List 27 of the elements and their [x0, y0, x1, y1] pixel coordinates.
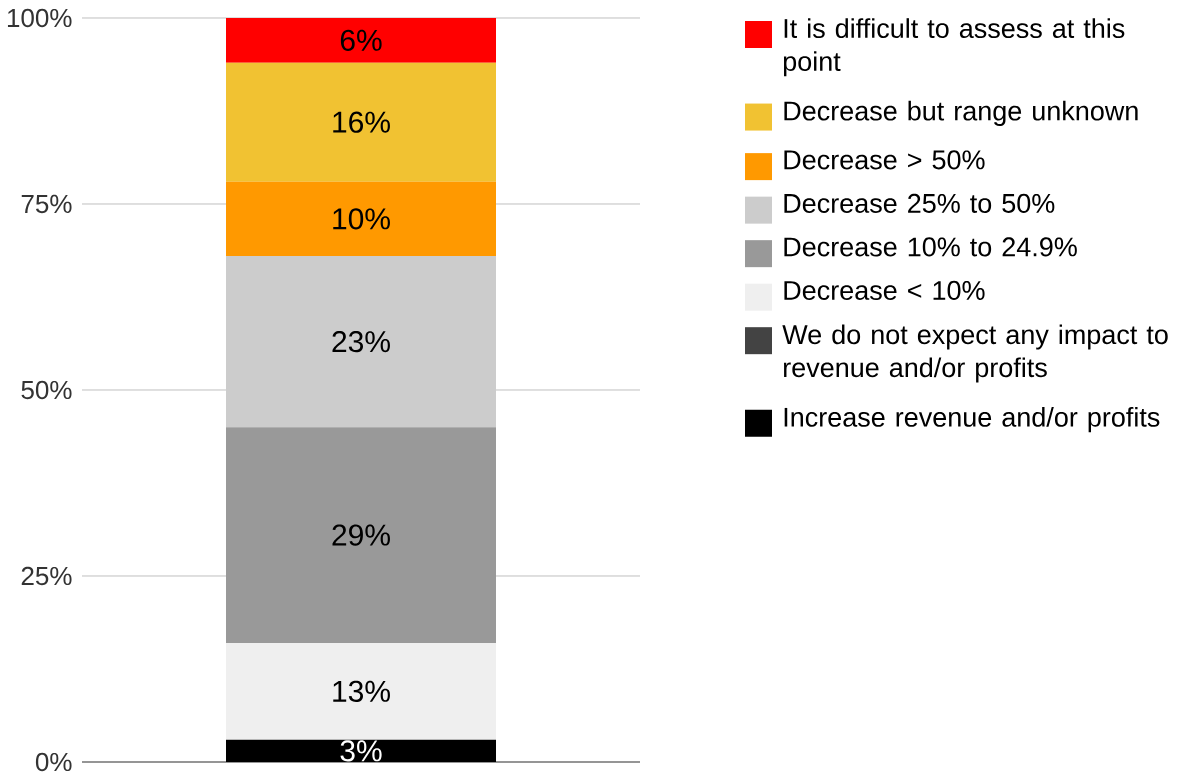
y-tick-label: 0%	[35, 752, 72, 772]
bar	[226, 256, 496, 428]
data-label: 6%	[340, 29, 382, 51]
data-label: 23%	[332, 331, 390, 353]
legend-label: Decrease 10% to 24.9%	[784, 237, 1077, 257]
legend-label: Decrease < 10%	[784, 280, 985, 300]
bar	[226, 62, 496, 182]
y-tick-label: 25%	[21, 566, 72, 586]
bar	[226, 427, 496, 643]
data-label: 3%	[340, 740, 382, 762]
data-label: 29%	[332, 524, 390, 546]
legend-label: Decrease but range unknown	[784, 100, 1138, 126]
y-tick-label: 100%	[7, 8, 72, 28]
y-tick-label: 75%	[21, 194, 72, 214]
bar	[226, 17, 496, 63]
legend-label: Increase revenue and/or profits	[784, 406, 1160, 433]
legend-label: It is difficult to assess at this point	[783, 18, 1125, 77]
data-label: 13%	[333, 680, 390, 702]
y-tick-label: 50%	[21, 380, 72, 400]
bar	[226, 181, 496, 257]
legend-label: Decrease 25% to 50%	[784, 193, 1055, 213]
bar	[226, 739, 496, 762]
data-label: 10%	[333, 208, 390, 230]
data-label: 16%	[333, 111, 390, 133]
legend-label: Decrease > 50%	[784, 150, 985, 170]
bar	[226, 642, 496, 740]
legend-label: We do not expect any impact to revenue and/or profits	[782, 324, 1168, 383]
